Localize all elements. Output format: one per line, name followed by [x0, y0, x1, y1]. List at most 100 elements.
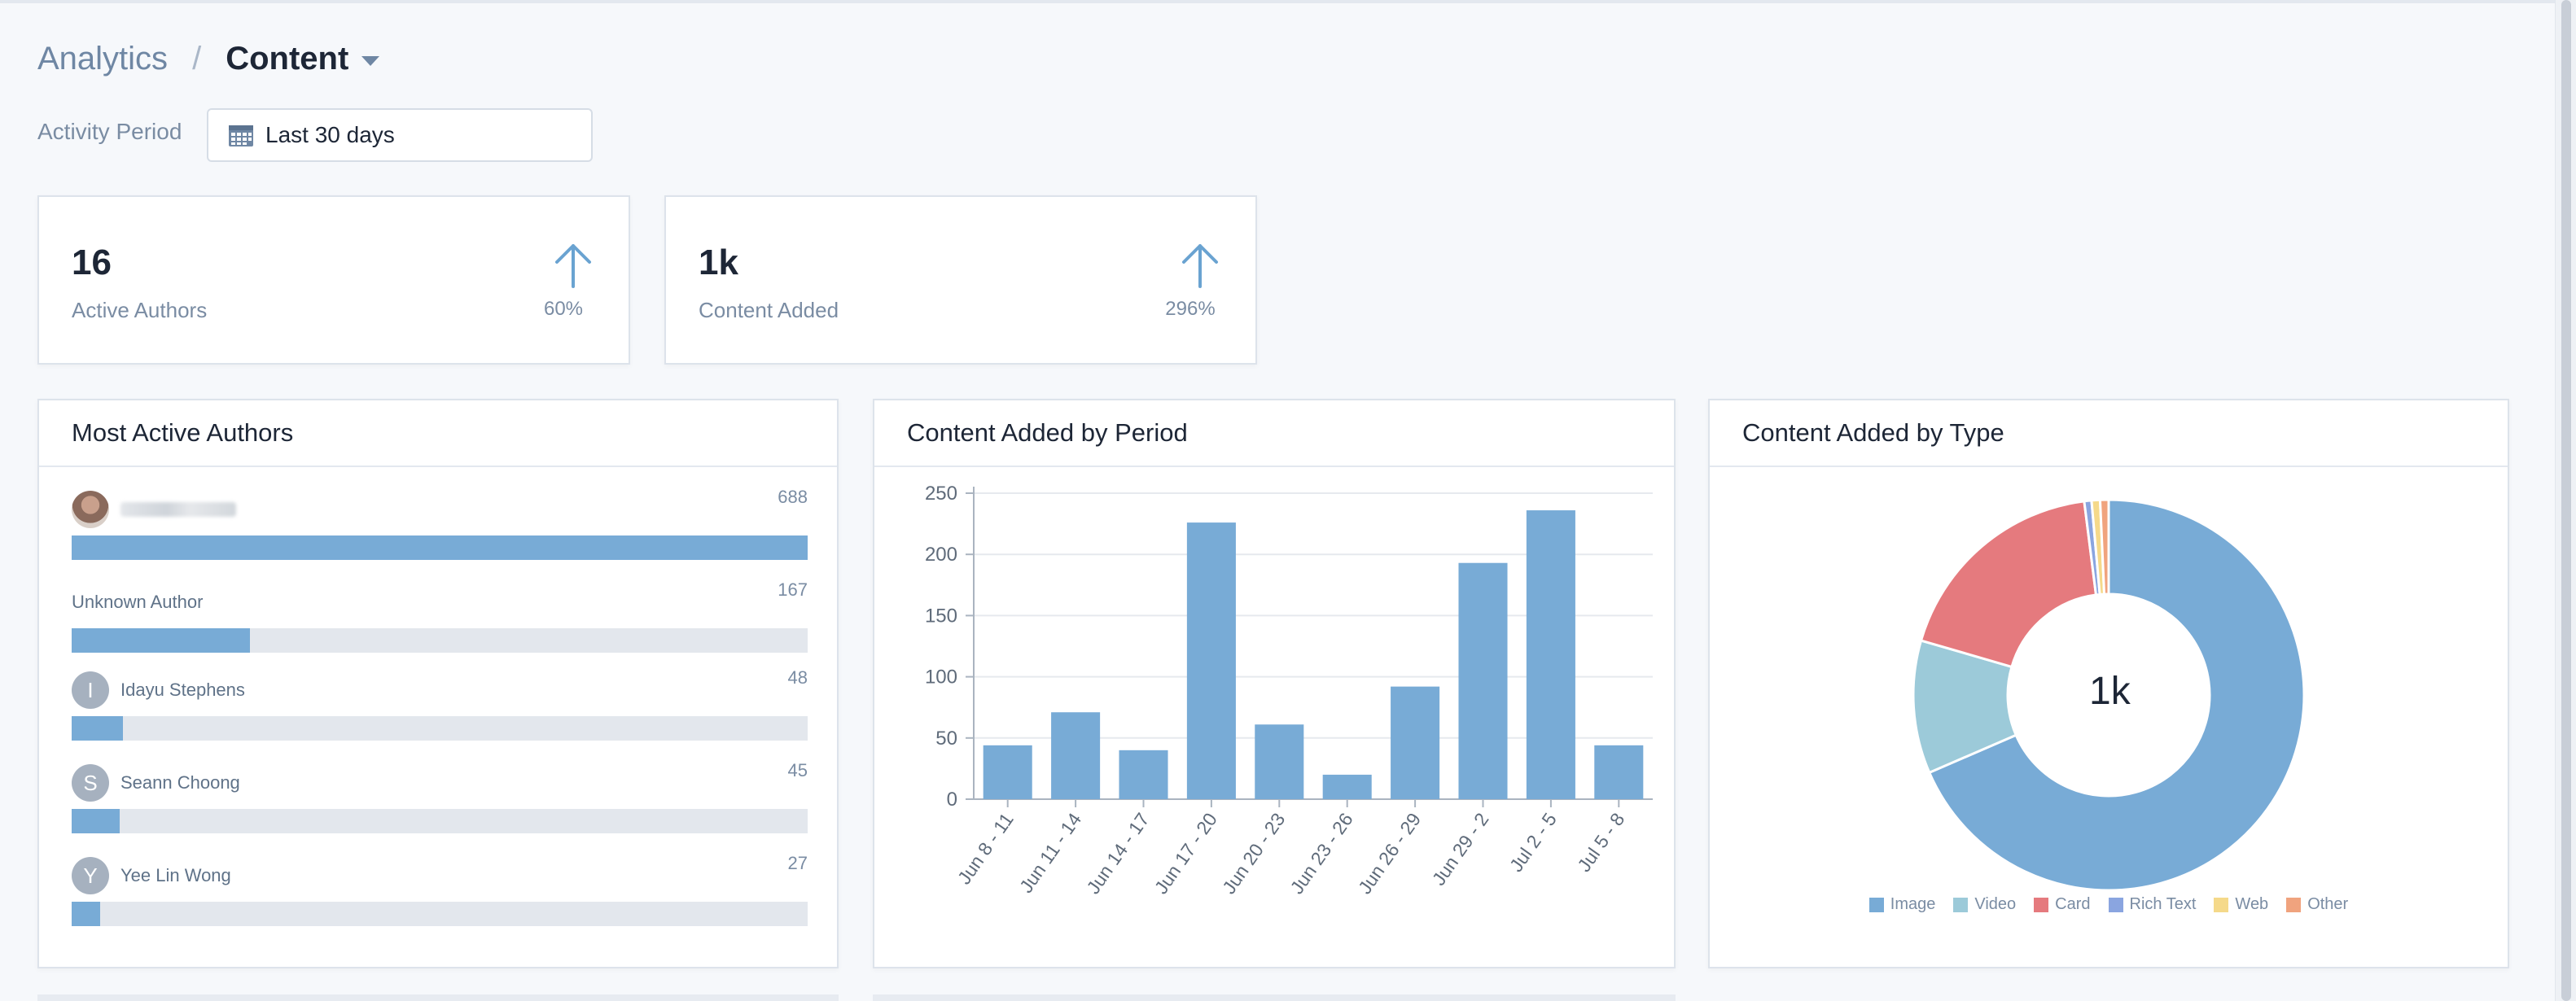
chevron-down-icon[interactable] [361, 56, 380, 66]
y-tick-label: 200 [925, 544, 957, 566]
legend-item[interactable]: Video [1953, 895, 2016, 914]
x-tick-label: Jun 14 - 17 [1082, 809, 1153, 898]
author-name: Seann Choong [120, 772, 240, 793]
legend-label: Card [2055, 895, 2091, 913]
calendar-icon [229, 125, 253, 146]
author-name: Unknown Author [72, 592, 204, 612]
kpi-change: 60% [543, 298, 584, 320]
scrollbar-thumb[interactable] [2561, 0, 2571, 1001]
y-tick-label: 100 [925, 667, 957, 688]
bar [1391, 686, 1440, 799]
author-bar [72, 809, 120, 833]
kpi-card-active-authors: 16 Active Authors 60% [37, 195, 630, 365]
bar [1594, 745, 1644, 799]
bar [1119, 750, 1168, 799]
y-tick-label: 150 [925, 605, 957, 627]
kpi-value: 1k [699, 243, 738, 282]
most-active-authors-card: Most Active Authors 688 Unknown Author 1… [37, 399, 839, 968]
x-tick-label: Jun 23 - 26 [1286, 809, 1356, 898]
author-row[interactable]: Y Yee Lin Wong 27 [72, 853, 808, 926]
kpi-value: 16 [72, 243, 112, 282]
legend-swatch [2214, 897, 2229, 912]
x-tick-label: Jun 29 - 2 [1428, 809, 1493, 890]
author-count: 45 [787, 760, 808, 780]
breadcrumb-current-content[interactable]: Content [226, 40, 349, 76]
author-bar-track [72, 628, 808, 653]
y-tick-label: 250 [925, 483, 957, 505]
x-tick-label: Jun 26 - 29 [1354, 809, 1425, 898]
card-title: Content Added by Period [874, 400, 1674, 467]
activity-period-value: Last 30 days [265, 122, 395, 147]
activity-period-select[interactable]: Last 30 days [207, 108, 593, 162]
x-tick-label: Jun 8 - 11 [953, 809, 1018, 888]
legend-item[interactable]: Rich Text [2108, 895, 2197, 914]
author-bar-track [72, 716, 808, 741]
author-count: 27 [787, 853, 808, 873]
arrow-up-icon [555, 244, 591, 288]
author-row[interactable]: I Idayu Stephens 48 [72, 667, 808, 741]
kpi-card-content-added: 1k Content Added 296% [664, 195, 1257, 365]
breadcrumb-analytics-link[interactable]: Analytics [37, 40, 169, 76]
next-card-edge [873, 994, 1676, 1001]
card-title: Most Active Authors [39, 400, 837, 467]
legend-item[interactable]: Web [2214, 895, 2268, 914]
bar [1255, 724, 1304, 799]
pie-slice [1927, 498, 2306, 892]
avatar: I [72, 671, 109, 709]
activity-period-label: Activity Period [37, 119, 182, 144]
avatar [72, 491, 109, 528]
bar [1051, 712, 1101, 799]
donut-center-label: 1k [2089, 670, 2131, 713]
kpi-label: Content Added [699, 298, 839, 322]
vertical-scrollbar[interactable] [2555, 0, 2576, 1001]
author-row[interactable]: Unknown Author 167 [72, 579, 808, 653]
legend-swatch [2034, 897, 2049, 912]
legend-item[interactable]: Image [1868, 895, 1936, 914]
content-by-period-card: Content Added by Period 0 50 100 150 200 250 J… [873, 399, 1676, 968]
legend-label: Other [2307, 895, 2349, 913]
card-title: Content Added by Type [1710, 400, 2508, 467]
x-tick-label: Jul 2 - 5 [1505, 809, 1561, 876]
author-row[interactable]: 688 [72, 487, 808, 560]
bar [1322, 774, 1372, 799]
pie-slice [1919, 500, 2098, 669]
legend-label: Video [1974, 895, 2017, 913]
author-name: Yee Lin Wong [120, 865, 231, 885]
bar [1186, 522, 1236, 799]
y-tick-label: 50 [935, 728, 957, 750]
donut-chart [1912, 498, 2306, 892]
y-tick-label: 0 [947, 789, 957, 811]
kpi-label: Active Authors [72, 298, 208, 322]
legend-label: Web [2235, 895, 2269, 913]
x-tick-label: Jun 20 - 23 [1218, 809, 1289, 898]
author-bar-track [72, 535, 808, 560]
legend-item[interactable]: Card [2034, 895, 2091, 914]
legend-item[interactable]: Other [2286, 895, 2348, 914]
avatar: S [72, 764, 109, 802]
author-bar [72, 902, 101, 926]
legend-swatch [2286, 897, 2302, 912]
bar [1526, 510, 1575, 799]
legend-swatch [2108, 897, 2123, 912]
legend-swatch [1868, 897, 1884, 912]
chart-legend: Image Video Card Rich Text Web Other [1710, 895, 2508, 914]
legend-label: Rich Text [2129, 895, 2197, 913]
bar [983, 745, 1032, 799]
author-bar [72, 628, 251, 653]
next-card-edge [37, 994, 839, 1001]
legend-swatch [1953, 897, 1969, 912]
top-border [0, 0, 2576, 3]
content-by-type-card: Content Added by Type 1k Image Video Card R… [1708, 399, 2509, 968]
author-count: 688 [778, 487, 808, 507]
x-tick-label: Jun 17 - 20 [1150, 809, 1221, 898]
author-count: 48 [787, 667, 808, 688]
arrow-up-icon [1182, 244, 1218, 288]
author-name: Idayu Stephens [120, 680, 245, 700]
x-tick-label: Jun 11 - 14 [1015, 809, 1085, 897]
breadcrumb-separator: / [192, 40, 202, 76]
author-row[interactable]: S Seann Choong 45 [72, 760, 808, 833]
author-count: 167 [778, 579, 808, 600]
author-bar [72, 535, 808, 560]
legend-label: Image [1890, 895, 1936, 913]
